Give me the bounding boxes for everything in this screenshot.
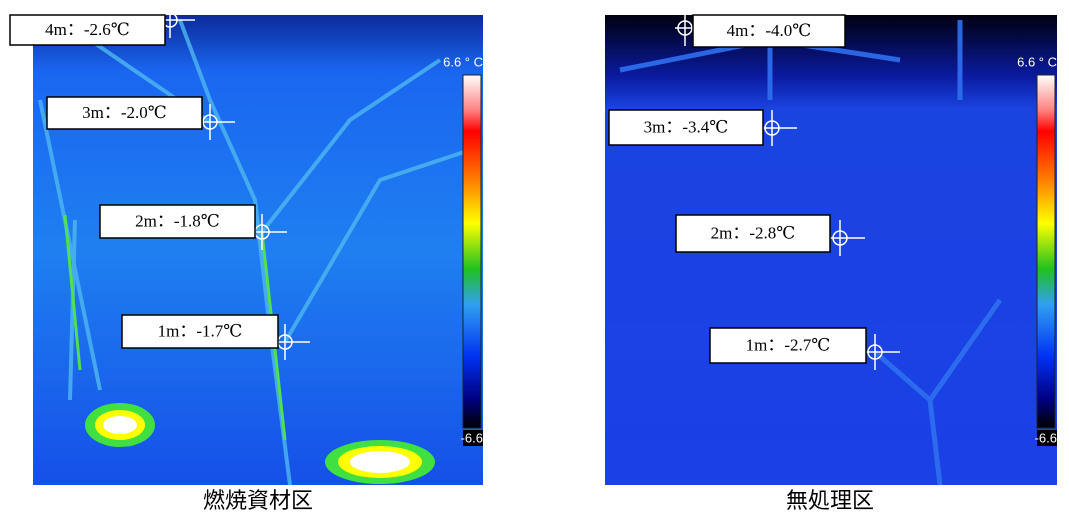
- measure-point: 4m：-2.6℃: [9, 2, 195, 46]
- crosshair-ring: [202, 114, 218, 130]
- point-label: 3m：-3.4℃: [644, 117, 729, 136]
- measure-point: 3m：-3.4℃: [608, 109, 797, 146]
- thermal-image-right: [605, 15, 1057, 486]
- scale-min-box: [1037, 430, 1057, 446]
- color-scale-bar: [462, 74, 482, 429]
- point-label: 4m：-2.6℃: [45, 20, 130, 39]
- measure-point: 3m：-2.0℃: [46, 96, 235, 140]
- scale-max-label: 6.6 ° C: [1017, 54, 1057, 69]
- measure-point: 2m：-1.8℃: [99, 204, 287, 250]
- label-box: [9, 14, 166, 46]
- measure-point: 1m：-2.7℃: [709, 327, 900, 370]
- crosshair-ring: [764, 120, 780, 136]
- label-box: [675, 214, 831, 253]
- label-box: [709, 327, 867, 364]
- color-scale-bar: [1036, 74, 1056, 429]
- label-box: [121, 314, 279, 349]
- point-label: 3m：-2.0℃: [82, 103, 167, 122]
- point-label: 1m：-1.7℃: [158, 321, 243, 340]
- label-box: [608, 109, 764, 146]
- caption: 無処理区: [786, 489, 874, 514]
- point-label: 2m：-2.8℃: [711, 223, 796, 242]
- scale-min-label: -6.6: [1035, 430, 1057, 445]
- point-label: 4m：-4.0℃: [727, 21, 812, 40]
- scale-min-label: -6.6: [461, 430, 483, 445]
- crosshair-ring: [867, 344, 883, 360]
- thermal-image-left: [33, 15, 483, 486]
- crosshair-ring: [832, 230, 848, 246]
- label-box: [692, 14, 846, 48]
- measure-point: 2m：-2.8℃: [675, 214, 865, 256]
- point-label: 1m：-2.7℃: [746, 335, 831, 354]
- caption: 燃焼資材区: [203, 489, 313, 514]
- crosshair-ring: [677, 20, 693, 36]
- scale-min-box: [463, 430, 483, 446]
- point-label: 2m：-1.8℃: [135, 211, 220, 230]
- label-box: [99, 204, 256, 239]
- label-box: [46, 96, 203, 130]
- measure-point: 1m：-1.7℃: [121, 314, 310, 360]
- scale-max-label: 6.6 ° C: [443, 54, 483, 69]
- measure-point: 4m：-4.0℃: [675, 10, 846, 48]
